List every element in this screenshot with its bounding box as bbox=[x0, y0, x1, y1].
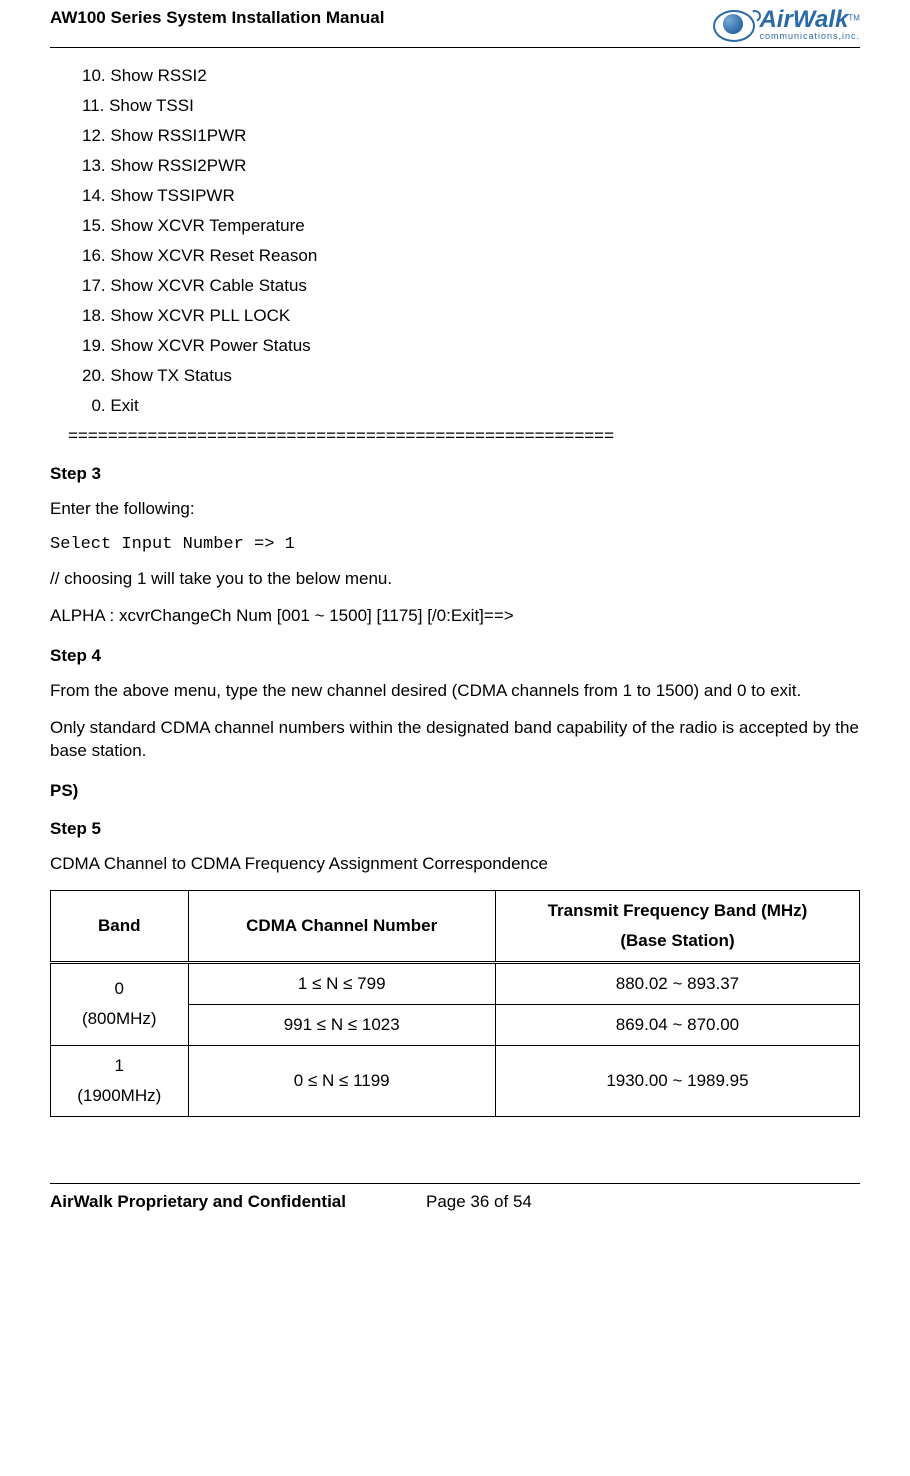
step3-cmd: Select Input Number => 1 bbox=[50, 535, 860, 554]
band0-row1-freq: 880.02 ~ 893.37 bbox=[495, 962, 859, 1004]
logo-icon bbox=[713, 10, 757, 40]
page-header: AW100 Series System Installation Manual … bbox=[50, 0, 860, 45]
step5-intro: CDMA Channel to CDMA Frequency Assignmen… bbox=[50, 853, 860, 876]
frequency-table: Band CDMA Channel Number Transmit Freque… bbox=[50, 890, 860, 1117]
logo-tm: TM bbox=[848, 14, 860, 23]
step4-ps: PS) bbox=[50, 781, 860, 801]
band1-chan: 0 ≤ N ≤ 1199 bbox=[188, 1045, 495, 1116]
menu-item: 10. Show RSSI2 bbox=[82, 66, 860, 86]
band0-txt: (800MHz) bbox=[82, 1009, 157, 1028]
menu-item: 11. Show TSSI bbox=[82, 96, 860, 116]
step3-note: // choosing 1 will take you to the below… bbox=[50, 568, 860, 591]
band0-row1-chan: 1 ≤ N ≤ 799 bbox=[188, 962, 495, 1004]
band0-cell: 0 (800MHz) bbox=[51, 962, 189, 1045]
band1-txt: (1900MHz) bbox=[77, 1086, 161, 1105]
footer-left: AirWalk Proprietary and Confidential bbox=[50, 1192, 346, 1212]
menu-item: 19. Show XCVR Power Status bbox=[82, 336, 860, 356]
col-tx: Transmit Frequency Band (MHz) (Base Stat… bbox=[495, 890, 859, 962]
col-tx-line1: Transmit Frequency Band (MHz) bbox=[548, 901, 808, 920]
menu-item: 15. Show XCVR Temperature bbox=[82, 216, 860, 236]
footer-page: Page 36 of 54 bbox=[426, 1192, 532, 1212]
table-row: 0 (800MHz) 1 ≤ N ≤ 799 880.02 ~ 893.37 bbox=[51, 962, 860, 1004]
step3-enter: Enter the following: bbox=[50, 498, 860, 521]
doc-title: AW100 Series System Installation Manual bbox=[50, 8, 384, 28]
band0-row2-chan: 991 ≤ N ≤ 1023 bbox=[188, 1004, 495, 1045]
menu-item: 20. Show TX Status bbox=[82, 366, 860, 386]
menu-item: 16. Show XCVR Reset Reason bbox=[82, 246, 860, 266]
col-tx-line2: (Base Station) bbox=[502, 931, 853, 951]
col-channel: CDMA Channel Number bbox=[188, 890, 495, 962]
band1-freq: 1930.00 ~ 1989.95 bbox=[495, 1045, 859, 1116]
menu-item: 0. Exit bbox=[82, 396, 860, 416]
step4-heading: Step 4 bbox=[50, 646, 860, 666]
step3-heading: Step 3 bbox=[50, 464, 860, 484]
band1-num: 1 bbox=[57, 1056, 182, 1076]
menu-item: 14. Show TSSIPWR bbox=[82, 186, 860, 206]
step5-heading: Step 5 bbox=[50, 819, 860, 839]
menu-item: 17. Show XCVR Cable Status bbox=[82, 276, 860, 296]
menu-separator: ========================================… bbox=[50, 426, 860, 446]
step4-p1: From the above menu, type the new channe… bbox=[50, 680, 860, 703]
col-band: Band bbox=[51, 890, 189, 962]
menu-item: 18. Show XCVR PLL LOCK bbox=[82, 306, 860, 326]
step3-alpha: ALPHA : xcvrChangeCh Num [001 ~ 1500] [1… bbox=[50, 605, 860, 628]
logo: AirWalkTM communications,inc. bbox=[713, 8, 860, 41]
menu-list: 10. Show RSSI2 11. Show TSSI 12. Show RS… bbox=[50, 66, 860, 416]
footer-rule bbox=[50, 1183, 860, 1184]
logo-main: AirWalk bbox=[759, 6, 848, 33]
page-footer: AirWalk Proprietary and Confidential Pag… bbox=[50, 1183, 860, 1212]
band1-cell: 1 (1900MHz) bbox=[51, 1045, 189, 1116]
table-row: 1 (1900MHz) 0 ≤ N ≤ 1199 1930.00 ~ 1989.… bbox=[51, 1045, 860, 1116]
menu-item: 13. Show RSSI2PWR bbox=[82, 156, 860, 176]
logo-text: AirWalkTM communications,inc. bbox=[759, 8, 860, 41]
menu-item: 12. Show RSSI1PWR bbox=[82, 126, 860, 146]
step4-p2: Only standard CDMA channel numbers withi… bbox=[50, 717, 860, 763]
band0-row2-freq: 869.04 ~ 870.00 bbox=[495, 1004, 859, 1045]
logo-sub: communications,inc. bbox=[759, 32, 860, 41]
header-rule bbox=[50, 47, 860, 48]
band0-num: 0 bbox=[57, 979, 182, 999]
